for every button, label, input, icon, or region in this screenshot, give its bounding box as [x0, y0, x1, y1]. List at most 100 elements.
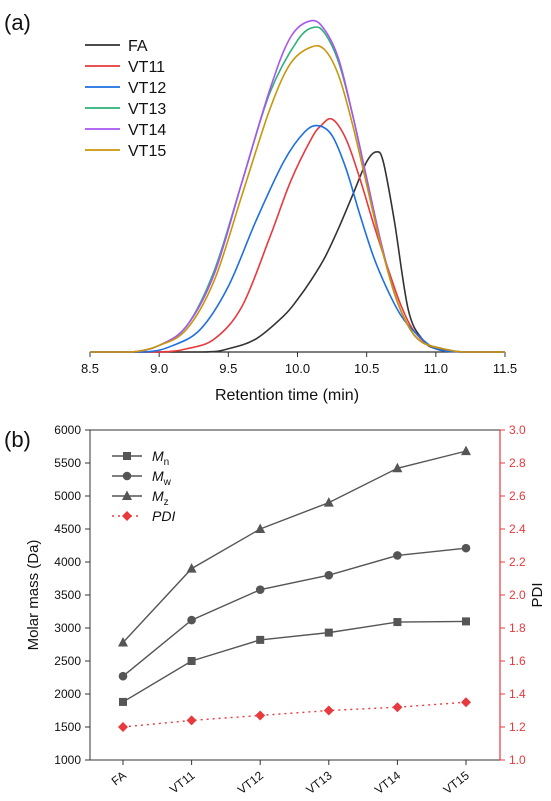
- legend-b-label: PDI: [152, 508, 175, 524]
- legend-b-marker: [122, 471, 132, 481]
- series-mz: [118, 445, 471, 647]
- chart-b-y-tick-label: 5500: [54, 456, 81, 470]
- data-point: [255, 523, 266, 533]
- data-point: [118, 722, 128, 732]
- chart-a-x-ticks: 8.5 9.0 9.5 10.0 10.5 11.0 11.5: [81, 352, 517, 376]
- chromatogram-chart: 8.5 9.0 9.5 10.0 10.5 11.0 11.5 FA VT11 VT12 VT13…: [81, 19, 517, 404]
- chart-a-x-tick-label: 11.5: [493, 361, 517, 376]
- curve-vt15: [89, 44, 505, 353]
- series-mw: [118, 543, 471, 681]
- chart-b-left-ticks: 1000 1500 2000 2500 3000 3500 4000 4500 5000 5500…: [54, 423, 90, 767]
- chart-b-y2-tick-label: 1.2: [509, 720, 526, 734]
- chart-b-y-tick-label: 4000: [54, 555, 81, 569]
- panel-a-label: (a): [4, 10, 31, 35]
- chart-a-x-tick-label: 9.0: [150, 361, 168, 376]
- legend-b-marker: [122, 490, 132, 500]
- series-pdi: [118, 697, 471, 732]
- data-point: [255, 585, 265, 595]
- chart-a-x-tick-label: 11.0: [424, 361, 448, 376]
- data-point: [461, 697, 471, 708]
- chart-b-x-ticks: FA VT11 VT12 VT13 VT14 VT15: [109, 760, 472, 797]
- chart-a-x-tick-label: 8.5: [81, 361, 99, 376]
- chart-b-y2-tick-label: 2.0: [509, 588, 526, 602]
- series-line: [122, 620, 467, 703]
- legend-b-marker: [123, 452, 131, 460]
- chart-b-right-ticks: 1.0 1.2 1.4 1.6 1.8 2.0 2.2 2.4 2.6 2.8 3.0: [500, 423, 526, 767]
- data-point: [393, 618, 402, 627]
- data-point: [392, 702, 403, 713]
- legend-a-label: VT15: [128, 143, 166, 160]
- chart-b-x-tick-label: VT14: [372, 768, 403, 797]
- series-line: [122, 450, 467, 643]
- legend-a-label: VT13: [128, 101, 166, 118]
- chart-b-y2-tick-label: 3.0: [509, 423, 526, 437]
- data-point: [324, 628, 333, 637]
- legend-a-label: VT12: [128, 80, 166, 97]
- chart-a-x-tick-label: 10.0: [285, 361, 310, 376]
- data-point: [186, 715, 197, 726]
- chart-b-series: [118, 445, 471, 732]
- chart-a-x-tick-label: 10.5: [354, 361, 379, 376]
- chart-b-y-tick-label: 2000: [54, 687, 81, 701]
- chart-b-y2-tick-label: 1.8: [509, 621, 526, 635]
- chart-a-x-label: Retention time (min): [215, 387, 359, 404]
- series-line: [122, 701, 467, 728]
- legend-a-label: VT14: [128, 122, 166, 139]
- chart-b-y2-tick-label: 1.0: [509, 753, 526, 767]
- chart-b-y-tick-label: 1500: [54, 720, 81, 734]
- data-point: [119, 697, 127, 706]
- chart-b-y-tick-label: 6000: [54, 423, 81, 437]
- chart-b-y-tick-label: 3500: [54, 588, 81, 602]
- panel-b-label: (b): [4, 427, 31, 452]
- chart-b-y-tick-label: 3000: [54, 621, 81, 635]
- chart-b-x-tick-label: FA: [109, 768, 129, 788]
- chart-b-y2-tick-label: 1.6: [509, 654, 526, 668]
- data-point: [323, 497, 334, 507]
- chart-b-y2-label: PDI: [529, 582, 546, 607]
- chart-b-y2-tick-label: 2.6: [509, 489, 526, 503]
- chart-b-y-tick-label: 4500: [54, 522, 81, 536]
- chart-b-y-label: Molar mass (Da): [25, 540, 42, 651]
- chart-b-x-tick-label: VT15: [441, 768, 472, 797]
- chart-b-y2-tick-label: 2.4: [509, 522, 526, 536]
- data-point: [187, 657, 196, 665]
- chart-a-curves: [89, 19, 505, 353]
- data-point: [255, 710, 266, 721]
- legend-b-label: Mz: [152, 488, 169, 508]
- data-point: [461, 543, 471, 553]
- curve-vt12: [89, 124, 505, 353]
- molar-mass-chart: 1000 1500 2000 2500 3000 3500 4000 4500 5000 5500…: [25, 423, 546, 797]
- chart-b-y-tick-label: 1000: [54, 753, 81, 767]
- legend-a-label: FA: [128, 38, 148, 55]
- data-point: [256, 635, 265, 644]
- curve-fa: [89, 151, 505, 353]
- data-point: [118, 671, 128, 681]
- chart-a-x-tick-label: 9.5: [219, 361, 237, 376]
- data-point: [461, 445, 471, 456]
- data-point: [462, 617, 470, 626]
- legend-b-marker: [122, 511, 132, 521]
- series-mn: [119, 617, 470, 706]
- chart-b-x-tick-label: VT13: [303, 768, 334, 797]
- data-point: [392, 462, 403, 473]
- data-point: [186, 563, 197, 573]
- chart-b-y-tick-label: 2500: [54, 654, 81, 668]
- data-point: [187, 615, 196, 625]
- legend-a-label: VT11: [128, 59, 165, 76]
- legend-b-label: Mn: [152, 448, 169, 468]
- series-line: [122, 547, 467, 677]
- data-point: [324, 570, 334, 580]
- chart-b-x-tick-label: VT12: [235, 768, 266, 797]
- chart-a-legend: FA VT11 VT12 VT13 VT14 VT15: [85, 38, 166, 160]
- chart-b-y2-tick-label: 1.4: [509, 687, 526, 701]
- chart-b-x-tick-label: VT11: [167, 768, 198, 796]
- data-point: [118, 637, 128, 647]
- data-point: [393, 551, 402, 560]
- legend-b-label: Mw: [152, 468, 172, 488]
- chart-b-y2-tick-label: 2.2: [509, 555, 526, 569]
- chart-b-y-tick-label: 5000: [54, 489, 81, 503]
- chart-b-y2-tick-label: 2.8: [509, 456, 526, 470]
- data-point: [323, 705, 334, 716]
